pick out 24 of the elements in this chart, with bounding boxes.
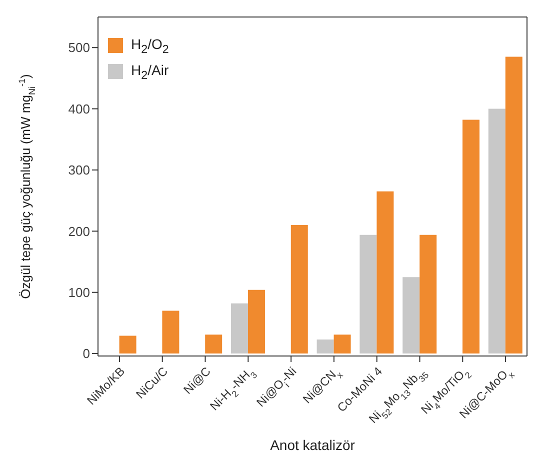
legend-label: H$_{2}$/O$_{2}$	[131, 36, 169, 56]
bar	[119, 336, 136, 354]
bar	[402, 277, 420, 354]
y-tick-label: 100	[68, 284, 90, 300]
legend-label: H$_{2}$/Air	[131, 62, 169, 82]
y-tick-label: 0	[82, 346, 90, 362]
y-tick-label: 300	[68, 162, 90, 178]
bar	[488, 108, 506, 354]
bar	[505, 56, 522, 354]
y-tick-label: 500	[68, 40, 90, 56]
bar	[360, 234, 377, 354]
bar	[376, 191, 394, 354]
bar	[334, 334, 351, 354]
y-tick-label: 200	[68, 224, 90, 239]
bar	[316, 339, 334, 354]
bar	[462, 120, 480, 354]
bar	[162, 310, 180, 354]
bar	[230, 303, 248, 354]
bar	[248, 290, 265, 354]
bar	[205, 334, 222, 354]
bar	[290, 225, 308, 354]
y-tick-label: 400	[68, 101, 90, 116]
bar	[420, 234, 437, 354]
x-axis-title: Anot katalizör	[270, 437, 356, 453]
